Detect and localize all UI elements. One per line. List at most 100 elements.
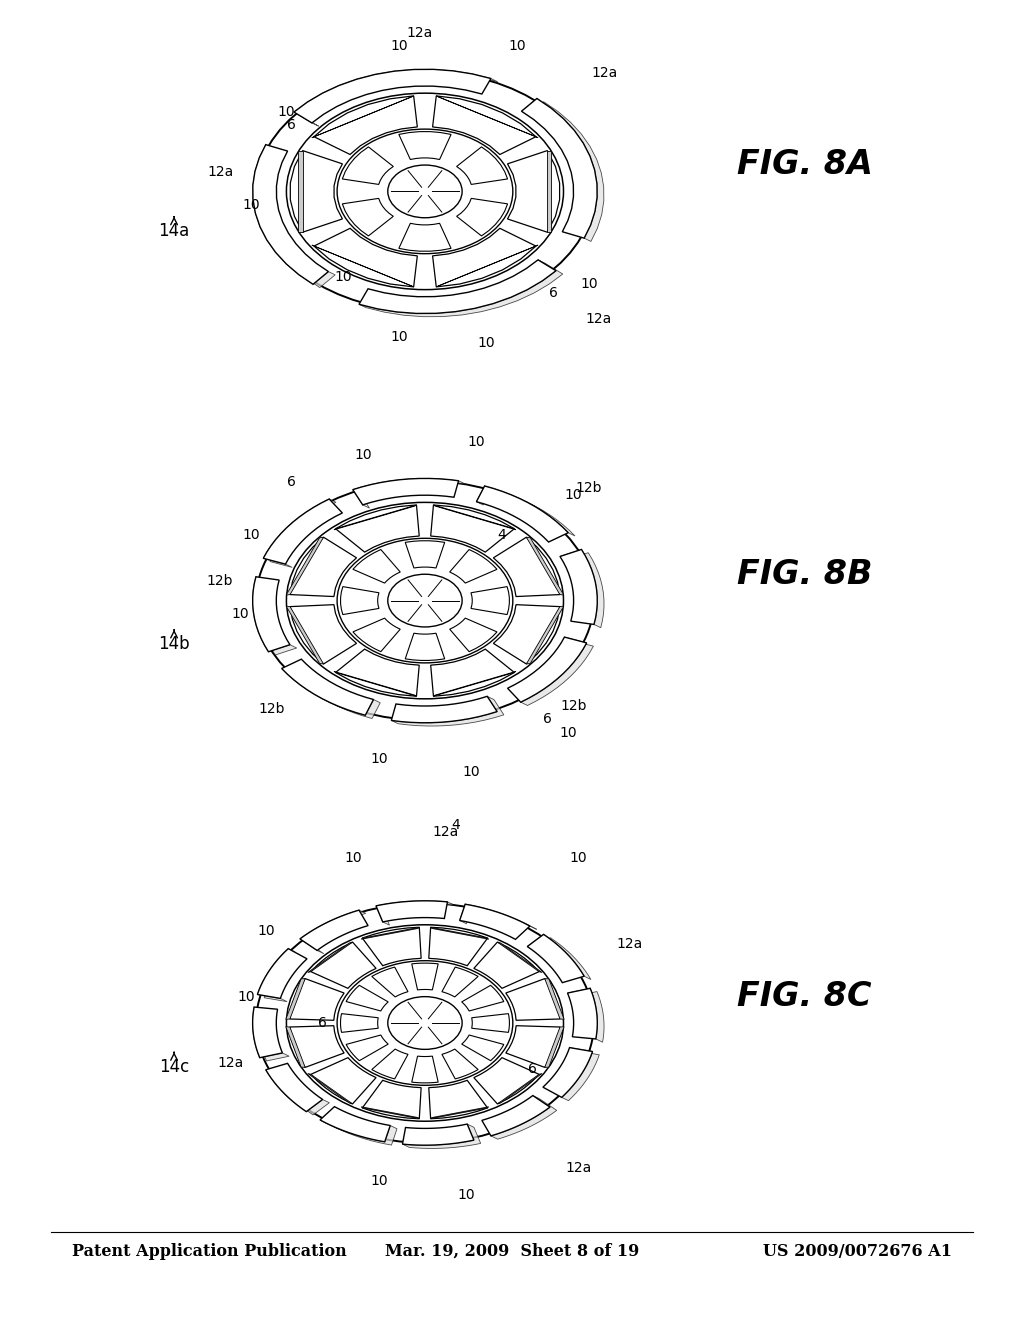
Text: 10: 10: [457, 1188, 475, 1201]
Polygon shape: [498, 1073, 542, 1104]
Polygon shape: [253, 145, 335, 288]
Text: 10: 10: [559, 726, 578, 739]
Polygon shape: [263, 499, 336, 568]
Text: 10: 10: [237, 990, 255, 1003]
Polygon shape: [526, 537, 564, 595]
Polygon shape: [257, 949, 307, 998]
Polygon shape: [321, 1106, 390, 1142]
Polygon shape: [372, 968, 408, 997]
Text: 4: 4: [452, 818, 460, 832]
Polygon shape: [290, 1026, 344, 1068]
Polygon shape: [300, 909, 368, 950]
Polygon shape: [471, 586, 509, 615]
Polygon shape: [312, 96, 414, 137]
Polygon shape: [257, 949, 295, 1002]
Polygon shape: [402, 1125, 480, 1148]
Polygon shape: [286, 1027, 305, 1068]
Text: FIG. 8A: FIG. 8A: [737, 149, 873, 181]
Polygon shape: [457, 147, 508, 185]
Polygon shape: [253, 577, 290, 652]
Polygon shape: [406, 541, 444, 568]
Polygon shape: [362, 927, 421, 966]
Text: Mar. 19, 2009  Sheet 8 of 19: Mar. 19, 2009 Sheet 8 of 19: [385, 1243, 639, 1259]
Text: 6: 6: [528, 1063, 537, 1076]
Text: 10: 10: [370, 752, 388, 766]
Polygon shape: [526, 606, 564, 664]
Polygon shape: [362, 1080, 421, 1119]
Polygon shape: [391, 697, 504, 726]
Polygon shape: [361, 1106, 419, 1119]
Polygon shape: [291, 150, 342, 232]
Text: 10: 10: [370, 1175, 388, 1188]
Polygon shape: [442, 1049, 478, 1078]
Text: 10: 10: [278, 106, 296, 119]
Polygon shape: [508, 638, 587, 702]
Polygon shape: [527, 935, 591, 979]
Polygon shape: [290, 978, 344, 1020]
Polygon shape: [336, 506, 419, 552]
Polygon shape: [462, 1035, 504, 1061]
Polygon shape: [372, 1049, 408, 1078]
Text: 14a: 14a: [159, 216, 189, 240]
Polygon shape: [359, 260, 563, 317]
Text: 10: 10: [334, 271, 352, 284]
Polygon shape: [432, 96, 536, 154]
Polygon shape: [436, 246, 538, 286]
Text: 12a: 12a: [432, 825, 459, 838]
Polygon shape: [321, 1119, 397, 1144]
Polygon shape: [253, 1007, 283, 1057]
Polygon shape: [545, 1027, 564, 1068]
Polygon shape: [311, 1057, 376, 1104]
Text: 12b: 12b: [560, 700, 587, 713]
Polygon shape: [399, 223, 451, 251]
Text: 12b: 12b: [258, 702, 285, 715]
Polygon shape: [412, 1056, 438, 1082]
Polygon shape: [341, 586, 379, 615]
Polygon shape: [560, 549, 597, 624]
Text: 12a: 12a: [217, 1056, 244, 1069]
Polygon shape: [266, 1069, 330, 1115]
Polygon shape: [346, 1035, 388, 1061]
Polygon shape: [442, 968, 478, 997]
Text: 14b: 14b: [159, 630, 189, 653]
Polygon shape: [391, 697, 497, 723]
Polygon shape: [567, 989, 597, 1039]
Polygon shape: [286, 978, 305, 1019]
Polygon shape: [359, 260, 556, 313]
Polygon shape: [346, 985, 388, 1011]
Polygon shape: [308, 942, 352, 973]
Polygon shape: [429, 927, 487, 966]
Text: 12a: 12a: [207, 165, 233, 178]
Polygon shape: [431, 506, 514, 552]
Polygon shape: [527, 935, 584, 982]
Polygon shape: [431, 1106, 488, 1119]
Polygon shape: [433, 672, 516, 696]
Polygon shape: [521, 638, 593, 705]
Polygon shape: [450, 549, 497, 583]
Polygon shape: [334, 506, 417, 529]
Text: 6: 6: [288, 119, 296, 132]
Text: 10: 10: [257, 924, 275, 937]
Text: 12a: 12a: [407, 26, 433, 40]
Polygon shape: [263, 499, 342, 564]
Text: 10: 10: [231, 607, 250, 620]
Text: 6: 6: [544, 713, 552, 726]
Polygon shape: [474, 1057, 539, 1104]
Polygon shape: [314, 228, 418, 286]
Polygon shape: [402, 1125, 474, 1146]
Polygon shape: [353, 549, 400, 583]
Text: 10: 10: [462, 766, 480, 779]
Text: 10: 10: [390, 40, 409, 53]
Polygon shape: [282, 659, 374, 715]
Polygon shape: [376, 900, 447, 921]
Polygon shape: [376, 900, 455, 925]
Text: 6: 6: [318, 1016, 327, 1030]
Polygon shape: [399, 132, 451, 160]
Polygon shape: [474, 942, 539, 989]
Text: FIG. 8C: FIG. 8C: [737, 979, 871, 1014]
Text: 10: 10: [344, 851, 362, 865]
Text: 10: 10: [569, 851, 588, 865]
Polygon shape: [547, 150, 552, 232]
Polygon shape: [460, 904, 537, 929]
Polygon shape: [506, 978, 560, 1020]
